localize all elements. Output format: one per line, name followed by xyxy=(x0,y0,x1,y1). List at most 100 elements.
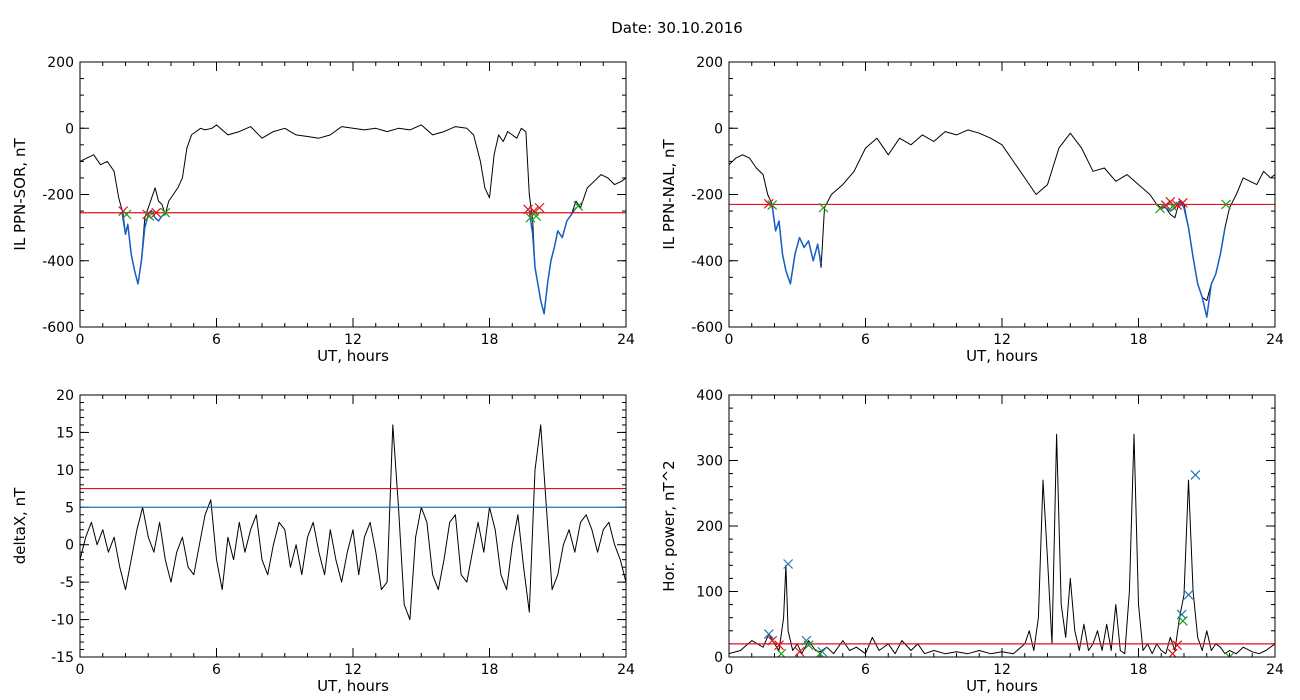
y-tick-label: -15 xyxy=(51,650,74,666)
x-tick-label: 6 xyxy=(861,662,870,678)
y-tick-label: -200 xyxy=(42,188,74,204)
y-tick-label: 100 xyxy=(696,585,723,601)
x-tick-label: 0 xyxy=(725,332,734,348)
y-axis-label: Hor. power, nT^2 xyxy=(660,460,678,591)
x-axis-label: UT, hours xyxy=(966,347,1038,365)
marker-blue-x xyxy=(801,635,812,646)
figure-title: Date: 30.10.2016 xyxy=(611,19,743,37)
y-tick-label: 0 xyxy=(714,650,723,666)
y-tick-label: 200 xyxy=(696,519,723,535)
marker-green-x xyxy=(531,211,542,221)
data-trace xyxy=(729,433,1275,655)
marker-green-x xyxy=(1224,652,1235,657)
x-tick-label: 0 xyxy=(76,662,85,678)
y-tick-label: -200 xyxy=(691,188,723,204)
y-tick-label: 20 xyxy=(56,388,74,404)
marker-red-x xyxy=(1172,640,1183,651)
marker-red-x xyxy=(1165,196,1176,207)
y-tick-label: 300 xyxy=(696,454,723,470)
marker-green-x xyxy=(1167,201,1178,212)
y-tick-label: 10 xyxy=(56,463,74,479)
event-segment xyxy=(528,207,577,315)
marker-red-x xyxy=(523,204,534,215)
marker-green-x xyxy=(818,202,829,213)
x-tick-label: 24 xyxy=(617,662,635,678)
x-tick-label: 18 xyxy=(481,332,499,348)
x-tick-label: 24 xyxy=(1266,332,1284,348)
marker-red-x xyxy=(763,198,774,209)
plot-area xyxy=(729,129,1275,318)
marker-red-x xyxy=(767,635,778,646)
y-tick-label: 200 xyxy=(47,55,74,71)
event-segment xyxy=(1160,200,1226,318)
y-tick-label: -600 xyxy=(691,320,723,336)
y-tick-label: -10 xyxy=(51,613,74,629)
y-tick-label: 0 xyxy=(714,121,723,137)
x-tick-label: 0 xyxy=(725,662,734,678)
y-tick-label: 400 xyxy=(696,388,723,404)
y-tick-label: -400 xyxy=(42,254,74,270)
data-trace xyxy=(80,124,626,315)
marker-red-x xyxy=(1177,197,1188,208)
marker-red-x xyxy=(794,646,805,657)
x-tick-label: 12 xyxy=(993,662,1011,678)
event-segment xyxy=(768,203,822,285)
x-axis-label: UT, hours xyxy=(317,347,389,365)
x-tick-label: 24 xyxy=(617,332,635,348)
plot-area xyxy=(729,433,1275,657)
marker-green-x xyxy=(1177,616,1188,626)
x-tick-label: 0 xyxy=(76,332,85,348)
x-tick-label: 24 xyxy=(1266,662,1284,678)
marker-green-x xyxy=(1155,203,1166,214)
panel-nal: 0 6 12 18 24 -600 -400 -200 0 200 UT, hours IL PPN-… xyxy=(660,55,1284,365)
marker-green-x xyxy=(144,211,155,221)
y-axis-label: deltaX, nT xyxy=(11,487,29,564)
panel-deltax: 0 6 12 18 24 -15 -10 -5 0 5 10 15 20 UT, hours deltaX,… xyxy=(11,388,635,695)
x-tick-label: 18 xyxy=(481,662,499,678)
marker-green-x xyxy=(525,212,536,223)
marker-green-x xyxy=(1221,199,1232,210)
event-segment xyxy=(121,210,166,285)
x-tick-label: 6 xyxy=(212,332,221,348)
plot-area xyxy=(80,124,626,315)
marker-blue-x xyxy=(1176,609,1187,620)
marker-blue-x xyxy=(1190,469,1201,480)
marker-red-x xyxy=(774,640,784,651)
y-tick-label: 15 xyxy=(56,425,74,441)
y-axis-label: IL PPN-SOR, nT xyxy=(11,138,29,251)
plot-frame xyxy=(79,61,627,328)
plot-frame xyxy=(728,394,1276,658)
marker-red-x xyxy=(528,206,539,216)
plot-frame xyxy=(79,394,627,658)
x-tick-label: 12 xyxy=(344,332,362,348)
marker-green-x xyxy=(767,200,778,211)
x-tick-label: 18 xyxy=(1130,332,1148,348)
data-trace xyxy=(80,424,626,621)
y-tick-label: -5 xyxy=(60,575,74,591)
y-tick-label: 5 xyxy=(65,500,74,516)
marker-green-x xyxy=(573,201,584,212)
y-tick-label: 200 xyxy=(696,55,723,71)
marker-green-x xyxy=(121,209,132,220)
marker-red-x xyxy=(151,207,162,218)
y-axis-label: IL PPN-NAL, nT xyxy=(660,139,678,250)
marker-green-x xyxy=(160,207,171,218)
marker-red-x xyxy=(534,202,545,213)
x-tick-label: 12 xyxy=(344,662,362,678)
plot-frame xyxy=(728,61,1276,328)
y-tick-label: -400 xyxy=(691,254,723,270)
marker-blue-x xyxy=(1183,589,1194,600)
y-tick-label: 0 xyxy=(65,121,74,137)
marker-blue-x xyxy=(783,559,794,569)
panel-power: 0 6 12 18 24 0 100 200 300 400 UT, hours Hor. power… xyxy=(660,388,1284,695)
data-trace xyxy=(729,129,1275,301)
x-tick-label: 6 xyxy=(212,662,221,678)
x-tick-label: 18 xyxy=(1130,662,1148,678)
x-tick-label: 12 xyxy=(993,332,1011,348)
x-axis-label: UT, hours xyxy=(317,677,389,695)
y-tick-label: 0 xyxy=(65,538,74,554)
x-axis-label: UT, hours xyxy=(966,677,1038,695)
x-tick-label: 6 xyxy=(861,332,870,348)
y-tick-label: -600 xyxy=(42,320,74,336)
